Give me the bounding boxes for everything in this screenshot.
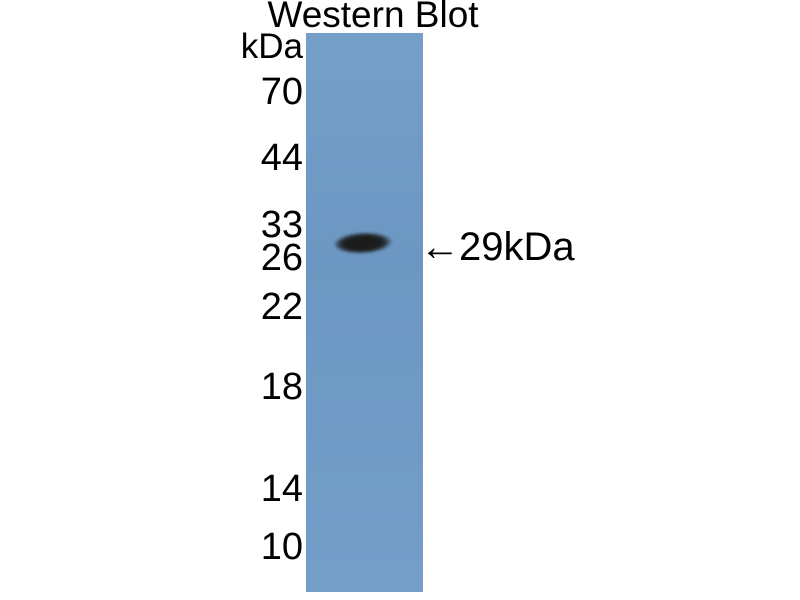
- ladder-marker-70: 70: [260, 71, 303, 113]
- ladder-marker-14: 14: [260, 468, 303, 510]
- ladder-marker-44: 44: [260, 137, 303, 179]
- kda-unit-label: kDa: [240, 27, 303, 66]
- band-annotation: ← 29kDa: [420, 226, 575, 268]
- figure-title: Western Blot: [267, 0, 479, 35]
- band-size-label: 29kDa: [459, 225, 575, 269]
- ladder-marker-33: 33: [260, 204, 303, 246]
- left-arrow-icon: ←: [420, 225, 460, 269]
- ladder-marker-26: 26: [260, 237, 303, 279]
- ladder-marker-22: 22: [260, 286, 303, 328]
- gel-lane: [306, 33, 423, 592]
- ladder-marker-10: 10: [260, 526, 303, 568]
- protein-band: [333, 230, 395, 256]
- ladder-marker-18: 18: [260, 366, 303, 408]
